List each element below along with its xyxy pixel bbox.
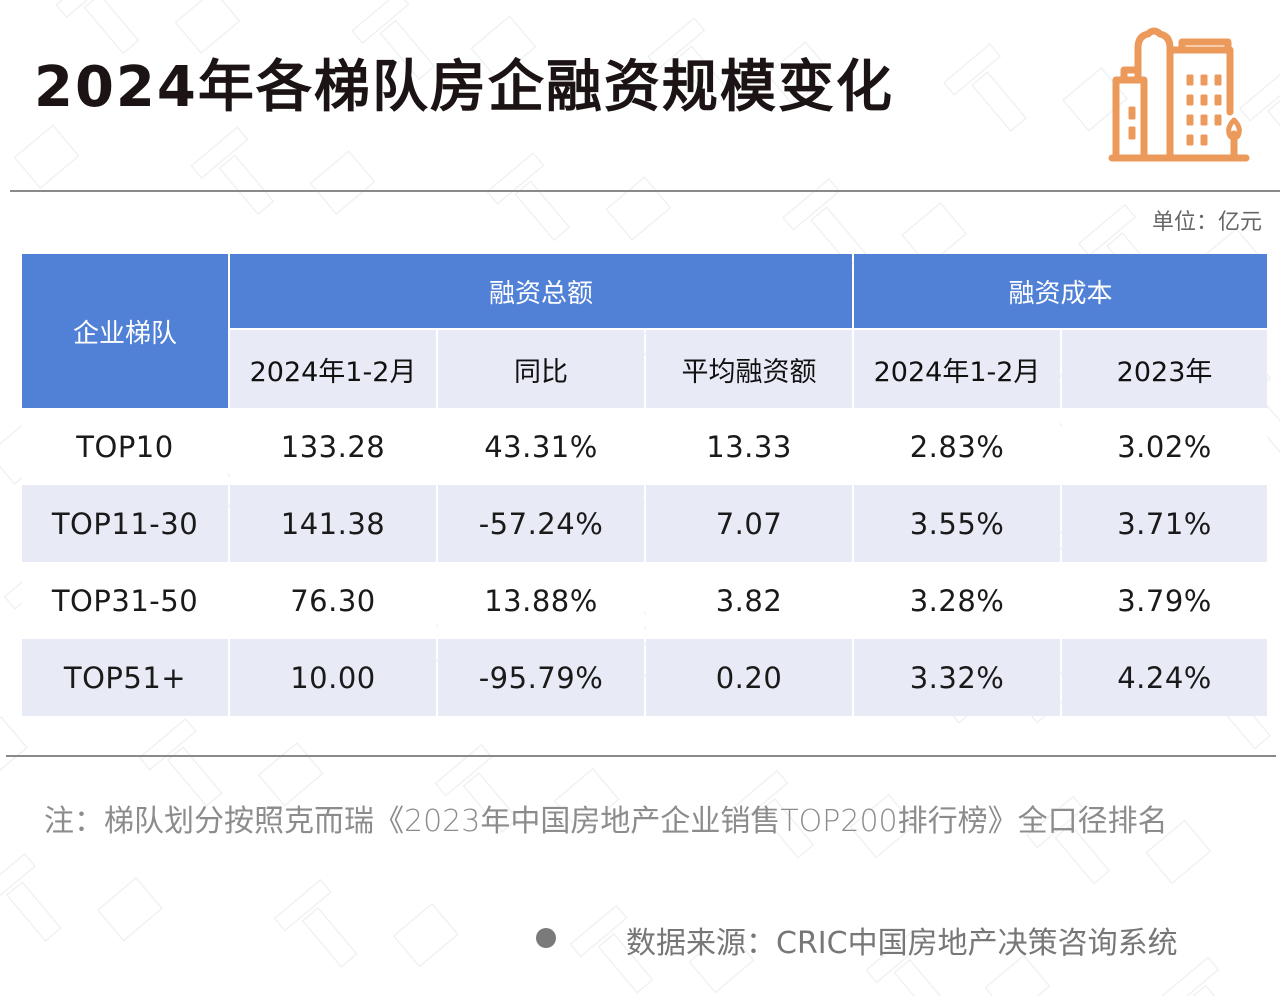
table-row: TOP31-50 76.30 13.88% 3.82 3.28% 3.79% <box>22 562 1268 639</box>
column-header-tier: 企业梯队 <box>22 254 228 408</box>
table-row: TOP11-30 141.38 -57.24% 7.07 3.55% 3.71% <box>22 485 1268 562</box>
cost-2023-cell: 3.71% <box>1062 485 1268 562</box>
total-2024-cell: 10.00 <box>230 639 436 716</box>
cost-2024-cell: 3.28% <box>854 562 1061 639</box>
average-cell: 3.82 <box>646 562 853 639</box>
yoy-cell: 43.31% <box>438 408 644 485</box>
total-2024-cell: 133.28 <box>230 408 436 485</box>
total-2024-cell: 141.38 <box>230 485 436 562</box>
column-header-cost-2023: 2023年 <box>1062 330 1268 408</box>
tier-cell: TOP31-50 <box>22 562 228 639</box>
average-cell: 13.33 <box>646 408 853 485</box>
column-header-average: 平均融资额 <box>646 330 853 408</box>
table-header-row: 企业梯队 融资总额 融资成本 <box>22 254 1268 408</box>
financing-table: 企业梯队 融资总额 融资成本 2024年1-2月 同比 平均融资额 2024年1… <box>20 254 1269 716</box>
header-divider <box>10 190 1280 192</box>
average-cell: 7.07 <box>646 485 853 562</box>
tier-cell: TOP51+ <box>22 639 228 716</box>
table-row: TOP10 133.28 43.31% 13.33 2.83% 3.02% <box>22 408 1268 485</box>
group-header-total-financing: 融资总额 <box>230 254 853 330</box>
average-cell: 0.20 <box>646 639 853 716</box>
column-header-cost-2024: 2024年1-2月 <box>854 330 1061 408</box>
yoy-cell: 13.88% <box>438 562 644 639</box>
cost-2024-cell: 3.32% <box>854 639 1061 716</box>
footnote: 注：梯队划分按照克而瑞《2023年中国房地产企业销售TOP200排行榜》全口径排… <box>44 804 1168 839</box>
table-subheader-row: 2024年1-2月 同比 平均融资额 2024年1-2月 2023年 <box>22 330 1268 408</box>
city-buildings-icon <box>1108 27 1250 162</box>
bullet-dot-icon <box>536 928 556 948</box>
yoy-cell: -57.24% <box>438 485 644 562</box>
tier-cell: TOP11-30 <box>22 485 228 562</box>
column-header-yoy: 同比 <box>438 330 644 408</box>
footer-divider <box>6 755 1276 757</box>
table-row: TOP51+ 10.00 -95.79% 0.20 3.32% 4.24% <box>22 639 1268 716</box>
unit-label: 单位：亿元 <box>1151 210 1262 235</box>
column-header-total-2024: 2024年1-2月 <box>230 330 436 408</box>
cost-2023-cell: 3.79% <box>1062 562 1268 639</box>
cost-2023-cell: 3.02% <box>1062 408 1268 485</box>
data-source: 数据来源：CRIC中国房地产决策咨询系统 <box>626 926 1178 961</box>
group-header-financing-cost: 融资成本 <box>854 254 1268 330</box>
cost-2023-cell: 4.24% <box>1062 639 1268 716</box>
tier-cell: TOP10 <box>22 408 228 485</box>
cost-2024-cell: 2.83% <box>854 408 1061 485</box>
yoy-cell: -95.79% <box>438 639 644 716</box>
cost-2024-cell: 3.55% <box>854 485 1061 562</box>
total-2024-cell: 76.30 <box>230 562 436 639</box>
page-title: 2024年各梯队房企融资规模变化 <box>34 55 894 120</box>
